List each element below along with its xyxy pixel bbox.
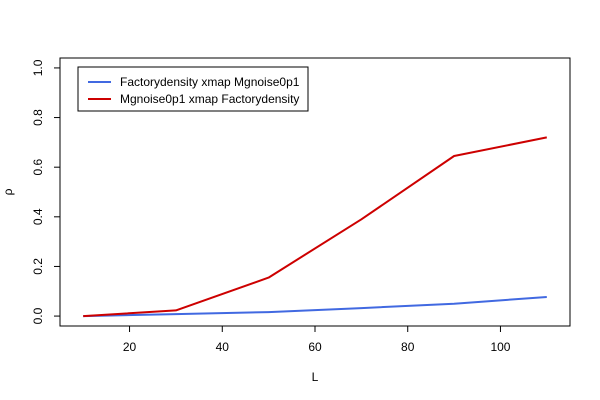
x-axis-label: L [312,370,319,384]
legend-label-2: Mgnoise0p1 xmap Factorydensity [120,92,299,106]
y-tick-label: 0.2 [31,258,45,275]
x-tick-label: 60 [308,340,322,354]
legend: Factorydensity xmap Mgnoise0p1 Mgnoise0p1… [77,66,309,112]
y-tick-label: 0.6 [31,159,45,176]
y-tick-label: 1.0 [31,59,45,76]
x-tick-label: 20 [123,340,137,354]
y-axis-label: ρ [1,188,15,195]
series-line-2 [83,136,547,318]
y-tick-label: 0.4 [31,208,45,225]
y-axis: 0.0 0.2 0.4 0.6 0.8 1.0 [31,59,61,324]
x-tick-label: 100 [490,340,510,354]
series-layer [83,136,547,318]
y-tick-label: 0.0 [31,307,45,324]
x-axis: 20 40 60 80 100 [123,325,511,354]
series-line-1 [83,296,547,318]
x-tick-label: 80 [401,340,415,354]
y-tick-label: 0.8 [31,109,45,126]
x-tick-label: 40 [216,340,230,354]
legend-label-1: Factorydensity xmap Mgnoise0p1 [120,75,300,89]
legend-box [77,66,309,112]
